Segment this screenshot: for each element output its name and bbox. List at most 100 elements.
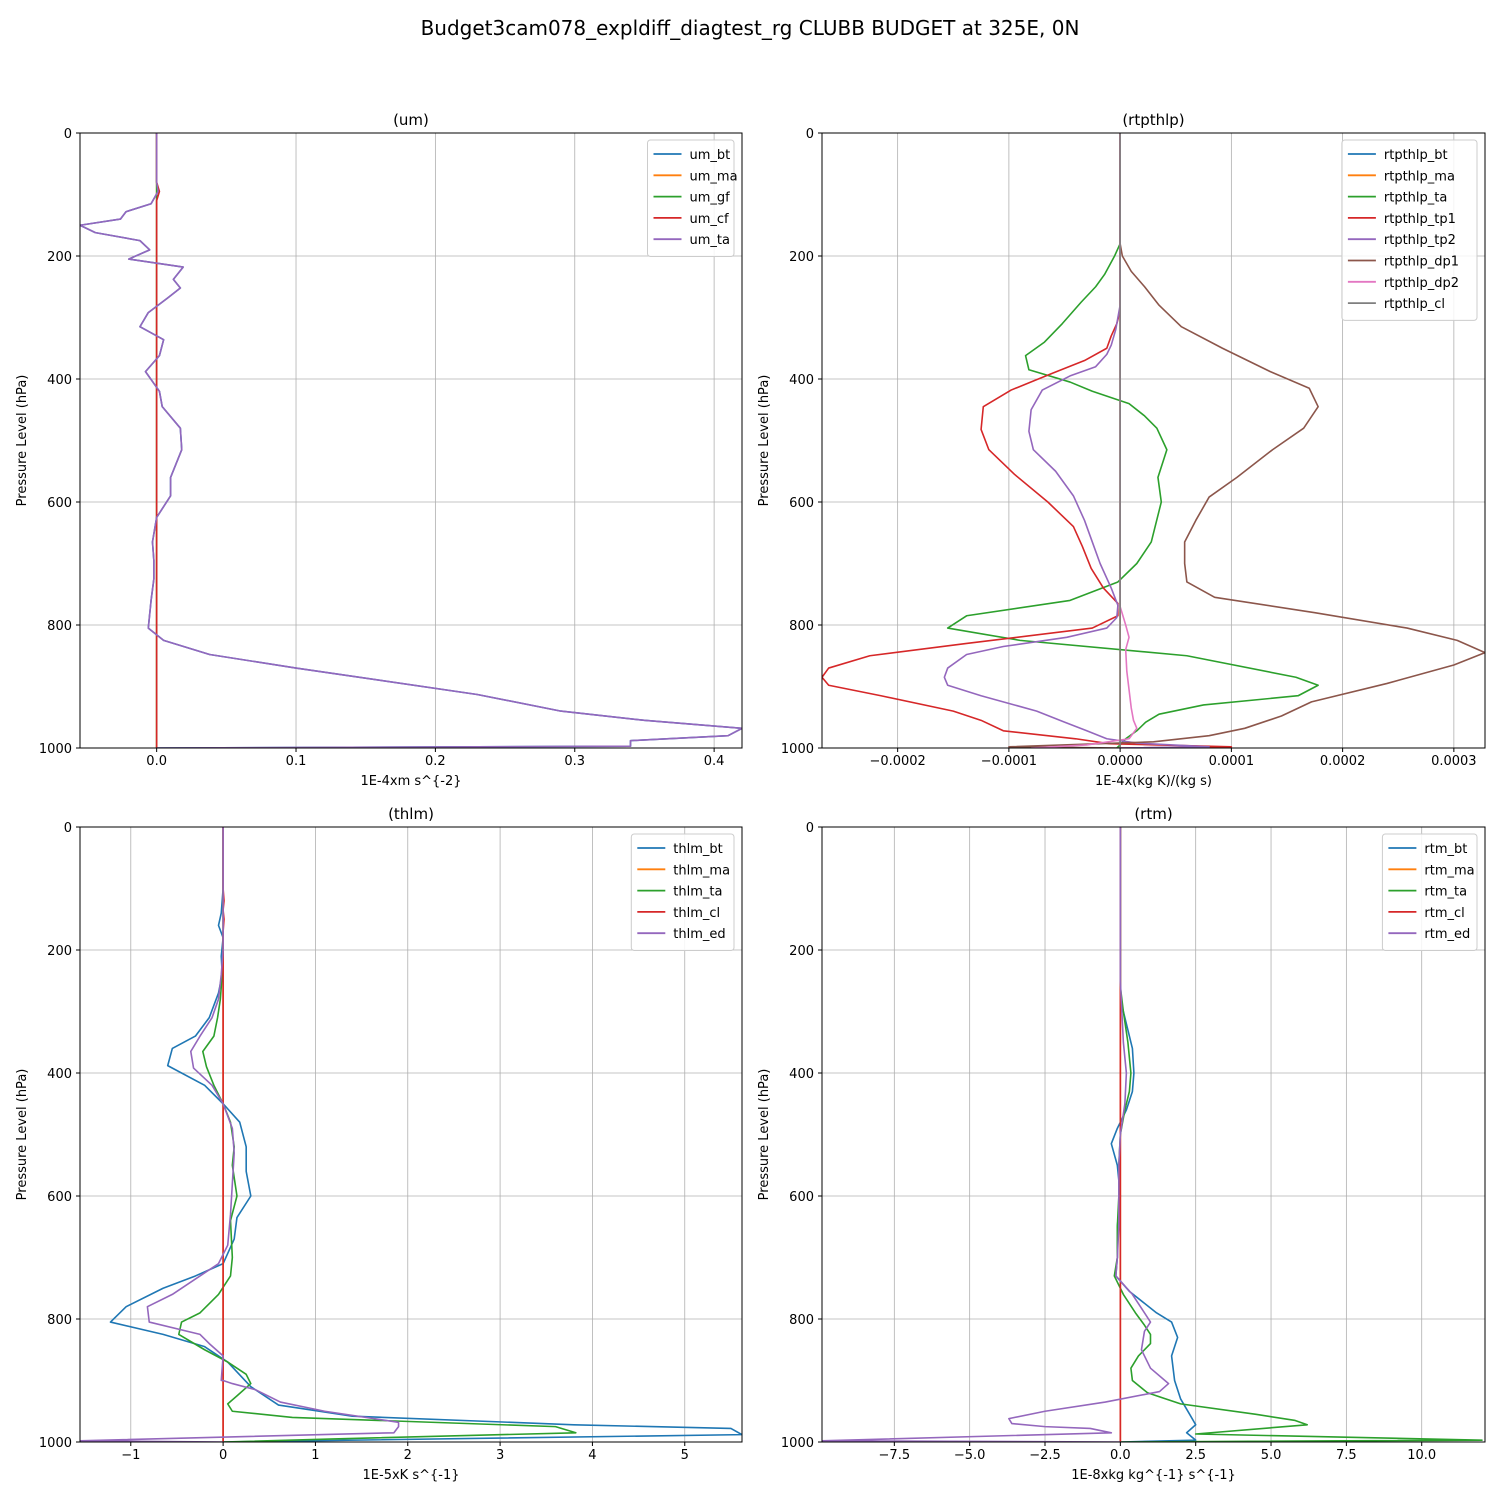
series-line-rtm_ta bbox=[1113, 827, 1483, 1442]
legend-frame bbox=[1341, 139, 1478, 321]
y-tick-label: 600 bbox=[789, 496, 814, 511]
x-tick-label: 0.0003 bbox=[1431, 754, 1477, 769]
series-group bbox=[80, 827, 742, 1442]
legend-label: um_cf bbox=[690, 212, 730, 227]
x-tick-label: 0.0 bbox=[146, 754, 167, 769]
y-tick-label: 800 bbox=[47, 619, 72, 634]
subplot-1: 0.0 0.1 0.2 0.3 0.4 0 200 400 600 800 1000 (um) 1E-4… bbox=[15, 111, 743, 789]
legend-label: rtm_ed bbox=[1424, 927, 1470, 942]
y-tick-label: 800 bbox=[47, 1313, 72, 1328]
y-tick-label: 200 bbox=[47, 944, 72, 959]
legend-label: thlm_ed bbox=[673, 927, 725, 942]
y-tick-label: 200 bbox=[789, 250, 814, 265]
axes-frame bbox=[79, 132, 743, 749]
subplot-2: −0.0002 −0.0001 0.0000 0.0001 0.0002 0.0003 0 2… bbox=[757, 111, 1486, 789]
axes-frame bbox=[79, 826, 743, 1443]
y-tick-label: 1000 bbox=[781, 742, 814, 757]
legend-label: rtpthlp_ta bbox=[1384, 191, 1447, 206]
y-tick-label: 600 bbox=[789, 1190, 814, 1205]
x-axis-label: 1E-4x(kg K)/(kg s) bbox=[1095, 774, 1212, 789]
y-tick-label: 600 bbox=[47, 1190, 72, 1205]
subplot-title: (rtpthlp) bbox=[1122, 111, 1184, 129]
axes-frame bbox=[821, 132, 1486, 749]
series-line-rtpthlp_dp2 bbox=[1031, 133, 1138, 748]
y-axis-label: Pressure Level (hPa) bbox=[15, 375, 30, 507]
x-tick-label: −5.0 bbox=[954, 1448, 986, 1463]
legend-label: rtpthlp_cl bbox=[1384, 297, 1445, 312]
series-group bbox=[80, 133, 742, 748]
x-tick-label: 2.5 bbox=[1185, 1448, 1206, 1463]
y-axis-label: Pressure Level (hPa) bbox=[757, 375, 772, 507]
x-tick-label: −0.0002 bbox=[869, 754, 925, 769]
legend-label: rtm_cl bbox=[1424, 906, 1464, 921]
legend-frame bbox=[647, 139, 735, 257]
legend-label: rtpthlp_tp1 bbox=[1384, 212, 1456, 227]
y-tick-label: 0 bbox=[64, 821, 72, 836]
x-tick-label: 3 bbox=[496, 1448, 504, 1463]
y-tick-label: 600 bbox=[47, 496, 72, 511]
legend: um_bt um_ma um_gf um_cf um_ta bbox=[647, 139, 738, 257]
series-line-rtpthlp_tp2 bbox=[943, 133, 1210, 748]
legend-label: rtm_ma bbox=[1424, 863, 1474, 878]
legend-label: thlm_bt bbox=[673, 842, 722, 857]
y-tick-label: 200 bbox=[47, 250, 72, 265]
legend-label: rtpthlp_ma bbox=[1384, 169, 1455, 184]
legend: thlm_bt thlm_ma thlm_ta thlm_cl thlm_ed bbox=[630, 833, 735, 951]
x-tick-label: 0.0 bbox=[1110, 1448, 1131, 1463]
series-line-rtpthlp_tp1 bbox=[822, 133, 1233, 748]
legend-label: rtpthlp_dp2 bbox=[1384, 276, 1459, 291]
legend-label: thlm_ta bbox=[673, 885, 722, 900]
legend-frame bbox=[630, 833, 735, 951]
y-tick-label: 400 bbox=[789, 1067, 814, 1082]
legend: rtm_bt rtm_ma rtm_ta rtm_cl rtm_ed bbox=[1381, 833, 1478, 951]
legend-label: rtpthlp_bt bbox=[1384, 148, 1448, 163]
subplot-4: −7.5 −5.0 −2.5 0.0 2.5 5.0 7.5 10.0 0 200 400 600 80… bbox=[757, 805, 1486, 1483]
y-tick-label: 400 bbox=[47, 373, 72, 388]
x-tick-label: 10.0 bbox=[1407, 1448, 1436, 1463]
figure-title: Budget3cam078_expldiff_diagtest_rg CLUBB… bbox=[420, 16, 1080, 40]
series-line-rtm_ed bbox=[822, 827, 1170, 1442]
legend-label: rtm_ta bbox=[1424, 885, 1467, 900]
legend-label: rtm_bt bbox=[1424, 842, 1467, 857]
series-group bbox=[822, 827, 1483, 1442]
legend-label: rtpthlp_tp2 bbox=[1384, 233, 1456, 248]
x-axis-label: 1E-5xK s^{-1} bbox=[363, 1468, 460, 1483]
legend-label: um_ma bbox=[690, 169, 738, 184]
axes-frame bbox=[821, 826, 1486, 1443]
x-tick-label: 0.3 bbox=[564, 754, 585, 769]
x-tick-label: 1 bbox=[311, 1448, 319, 1463]
legend-label: um_bt bbox=[690, 148, 731, 163]
x-tick-label: 0.2 bbox=[425, 754, 446, 769]
y-tick-label: 400 bbox=[47, 1067, 72, 1082]
y-tick-label: 800 bbox=[789, 1313, 814, 1328]
legend: rtpthlp_bt rtpthlp_ma rtpthlp_ta rtpthlp_tp… bbox=[1341, 139, 1478, 321]
series-line-rtm_bt bbox=[1110, 827, 1197, 1442]
x-tick-label: 5 bbox=[681, 1448, 689, 1463]
y-axis-label: Pressure Level (hPa) bbox=[757, 1069, 772, 1201]
subplot-3: −1 0 1 2 3 4 5 0 200 400 600 800 1000 (thlm) 1E-5xK s^… bbox=[15, 805, 743, 1483]
x-tick-label: −0.0001 bbox=[981, 754, 1037, 769]
x-tick-label: 0.4 bbox=[704, 754, 725, 769]
x-tick-label: 0 bbox=[219, 1448, 227, 1463]
y-tick-label: 0 bbox=[806, 821, 814, 836]
series-line-rtpthlp_dp1 bbox=[1008, 133, 1485, 748]
series-line-rtpthlp_ta bbox=[946, 133, 1319, 748]
legend-label: thlm_cl bbox=[673, 906, 720, 921]
x-tick-label: 0.0000 bbox=[1097, 754, 1143, 769]
x-tick-label: −2.5 bbox=[1029, 1448, 1061, 1463]
series-line-thlm_ta bbox=[177, 827, 577, 1442]
y-tick-label: 1000 bbox=[39, 742, 72, 757]
x-tick-label: 0.1 bbox=[286, 754, 307, 769]
x-axis-label: 1E-4xm s^{-2} bbox=[360, 774, 461, 789]
x-tick-label: 0.0001 bbox=[1209, 754, 1255, 769]
x-tick-label: 2 bbox=[404, 1448, 412, 1463]
x-tick-label: −7.5 bbox=[879, 1448, 911, 1463]
y-tick-label: 400 bbox=[789, 373, 814, 388]
y-tick-label: 800 bbox=[789, 619, 814, 634]
subplot-title: (um) bbox=[393, 111, 429, 129]
series-line-um_bt bbox=[80, 133, 742, 748]
subplot-title: (rtm) bbox=[1134, 805, 1172, 823]
series-group bbox=[822, 133, 1485, 748]
legend-label: um_ta bbox=[690, 233, 730, 248]
series-line-um_cf bbox=[155, 133, 161, 748]
